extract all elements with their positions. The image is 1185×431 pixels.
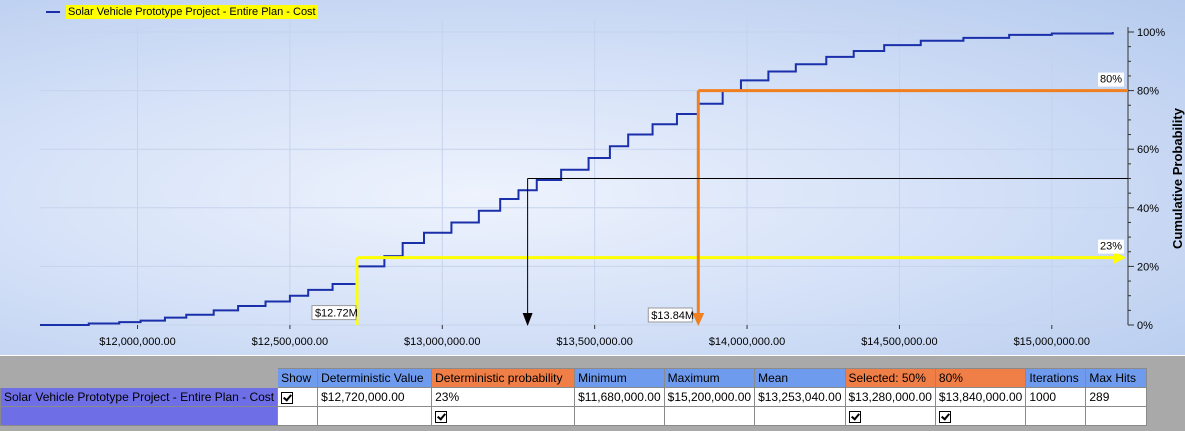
minimum-cell: $11,680,000.00 <box>574 387 665 407</box>
table-checkbox-row <box>0 406 1148 426</box>
header-mean[interactable]: Mean <box>754 368 846 388</box>
empty-cell <box>754 406 846 426</box>
deterministic-value-label: $12.72M <box>315 308 358 320</box>
p80-pct-label: 80% <box>1100 74 1122 86</box>
header-deterministic-value[interactable]: Deterministic Value <box>317 368 433 388</box>
mean-cell: $13,253,040.00 <box>754 387 846 407</box>
p80-arrow-head <box>692 313 705 326</box>
statistics-table: Show Deterministic Value Deterministic p… <box>0 368 1148 426</box>
deterministic-probability-cell: 23% <box>431 387 576 407</box>
x-tick-label: $12,500,000.00 <box>252 336 328 348</box>
selected-50-cell: $13,280,000.00 <box>844 387 936 407</box>
deterministic-pct-label: 23% <box>1100 241 1122 253</box>
annotation-layer: $12.72M 23% $13.84M 80% <box>311 72 1128 326</box>
header-iterations[interactable]: Iterations <box>1025 368 1087 388</box>
legend[interactable]: Solar Vehicle Prototype Project - Entire… <box>46 5 318 19</box>
x-tick-label: $13,500,000.00 <box>556 336 632 348</box>
p50-arrow-head <box>522 313 533 326</box>
deterministic-arrow-head <box>1114 251 1126 264</box>
y-tick-label: 40% <box>1137 203 1159 215</box>
empty-cell <box>317 406 433 426</box>
table-header-row: Show Deterministic Value Deterministic p… <box>0 368 1148 388</box>
empty-cell <box>277 406 319 426</box>
series-layer <box>40 32 1114 326</box>
maximum-cell: $15,200,000.00 <box>663 387 756 407</box>
empty-cell <box>663 406 756 426</box>
max-hits-cell: 289 <box>1085 387 1148 407</box>
y-tick-label: 20% <box>1137 261 1159 273</box>
grid-lines <box>40 20 1128 326</box>
empty-cell <box>574 406 665 426</box>
selected-50-checkbox[interactable] <box>848 410 861 423</box>
show-checkbox[interactable] <box>281 391 294 404</box>
show-checkbox-cell[interactable] <box>277 387 319 407</box>
p80-value-box <box>647 307 693 323</box>
x-tick-label: $12,000,000.00 <box>99 336 175 348</box>
header-deterministic-probability[interactable]: Deterministic probability <box>431 368 576 388</box>
header-maximum[interactable]: Maximum <box>663 368 756 388</box>
table-row[interactable]: Solar Vehicle Prototype Project - Entire… <box>0 387 1148 407</box>
y-tick-label: 60% <box>1137 144 1159 156</box>
cumulative-probability-chart: $12.72M 23% $13.84M 80% $12,000,000.00 $12,5… <box>40 20 1185 348</box>
p80-value-label: $13.84M <box>651 310 694 322</box>
legend-label: Solar Vehicle Prototype Project - Entire… <box>66 5 318 19</box>
p80-pct-box <box>1098 72 1124 87</box>
header-selected-50[interactable]: Selected: 50% <box>844 368 936 388</box>
x-tick-label: $14,500,000.00 <box>861 336 937 348</box>
row-label-empty <box>0 406 279 426</box>
x-tick-label: $15,000,000.00 <box>1014 336 1090 348</box>
deterministic-value-cell: $12,720,000.00 <box>317 387 433 407</box>
det-prob-checkbox-cell[interactable] <box>431 406 576 426</box>
x-tick-label: $13,000,000.00 <box>404 336 480 348</box>
p80-checkbox[interactable] <box>938 410 951 423</box>
legend-swatch <box>46 11 60 13</box>
iterations-cell: 1000 <box>1025 387 1087 407</box>
selected-50-checkbox-cell[interactable] <box>844 406 936 426</box>
chart-area: $12.72M 23% $13.84M 80% $12,000,000.00 $12,5… <box>0 0 1185 355</box>
p80-cell: $13,840,000.00 <box>934 387 1027 407</box>
header-max-hits[interactable]: Max Hits <box>1085 368 1148 388</box>
y-tick-label: 80% <box>1137 86 1159 98</box>
header-80[interactable]: 80% <box>934 368 1027 388</box>
deterministic-probability-checkbox[interactable] <box>435 410 448 423</box>
header-show[interactable]: Show <box>277 368 319 388</box>
x-tick-label: $14,000,000.00 <box>709 336 785 348</box>
header-blank-cell <box>0 368 279 388</box>
axes <box>137 27 1134 329</box>
cumulative-step-line <box>40 32 1114 326</box>
deterministic-pct-box <box>1098 239 1124 254</box>
p80-checkbox-cell[interactable] <box>934 406 1027 426</box>
deterministic-value-box <box>311 305 357 321</box>
y-axis-label: Cumulative Probability <box>1170 107 1185 249</box>
empty-cell <box>1025 406 1087 426</box>
tick-labels: $12,000,000.00 $12,500,000.00 $13,000,000.… <box>99 27 1185 348</box>
statistics-table-area: Show Deterministic Value Deterministic p… <box>0 356 1185 431</box>
row-label[interactable]: Solar Vehicle Prototype Project - Entire… <box>0 387 279 407</box>
header-minimum[interactable]: Minimum <box>574 368 665 388</box>
y-tick-label: 100% <box>1137 27 1165 39</box>
empty-cell <box>1085 406 1148 426</box>
y-tick-label: 0% <box>1137 320 1153 332</box>
